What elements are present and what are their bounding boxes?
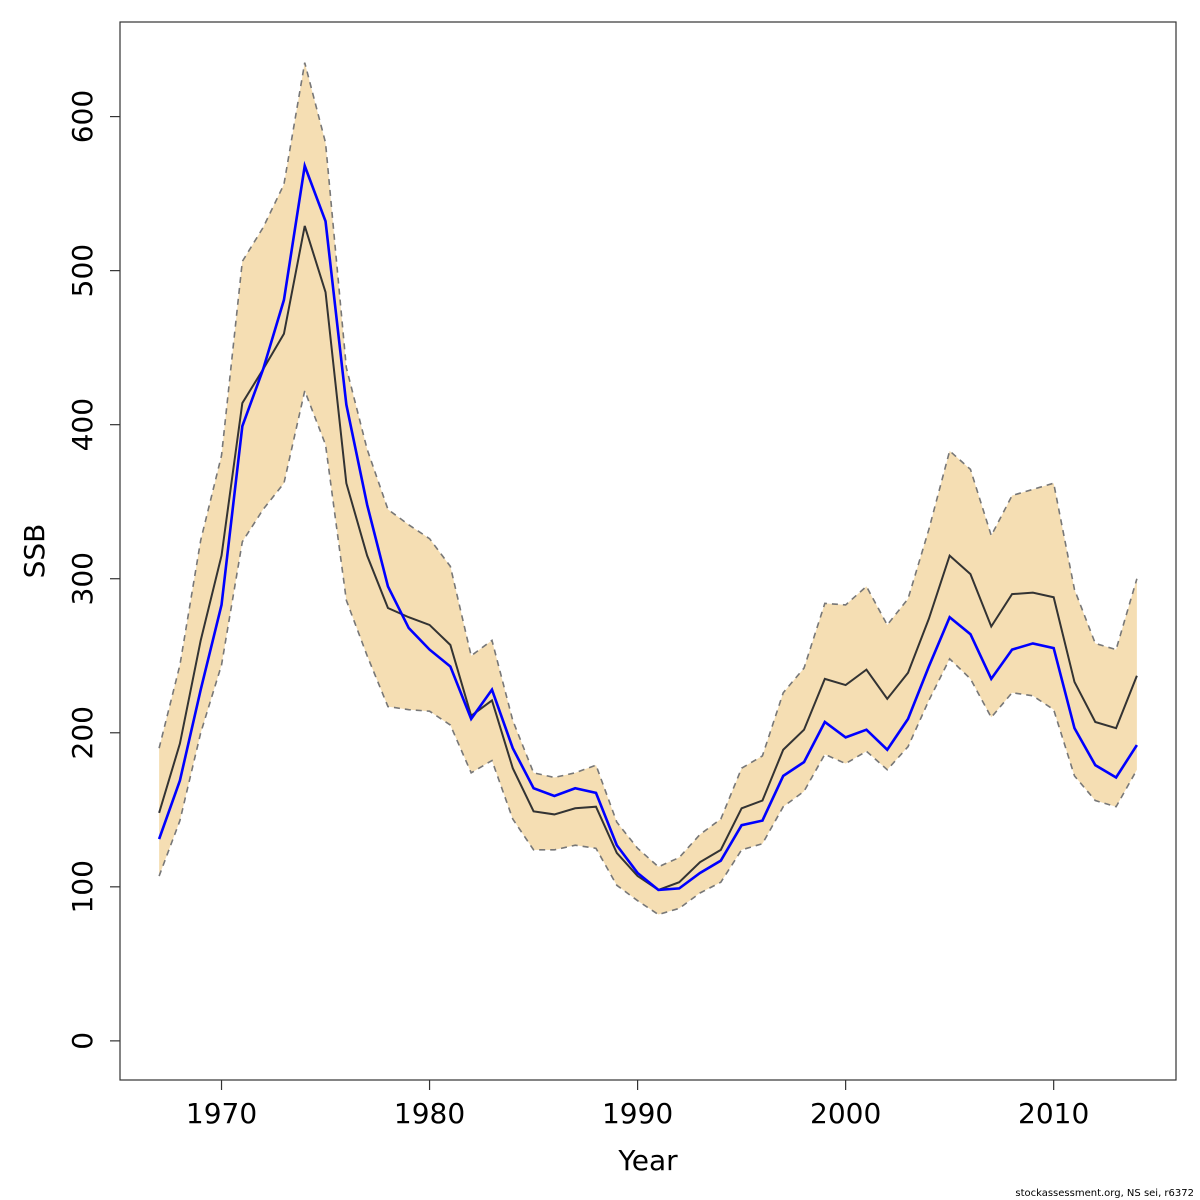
x-axis-label: Year xyxy=(617,1144,678,1177)
ci-upper xyxy=(158,62,1138,868)
series-line xyxy=(157,160,1138,892)
y-tick-label: 500 xyxy=(66,244,99,297)
y-tick-label: 300 xyxy=(66,552,99,605)
y-tick-label: 400 xyxy=(66,398,99,451)
y-axis-label: SSB xyxy=(18,524,51,579)
y-tick-label: 600 xyxy=(66,90,99,143)
x-tick-label: 1970 xyxy=(186,1097,257,1130)
x-tick-label: 2010 xyxy=(1018,1097,1089,1130)
ci-band xyxy=(159,62,1137,915)
y-tick-label: 200 xyxy=(66,706,99,759)
y-tick-label: 0 xyxy=(66,1032,99,1050)
footnote: stockassessment.org, NS sei, r6372 xyxy=(1015,1188,1194,1199)
x-tick-label: 2000 xyxy=(810,1097,881,1130)
x-tick-label: 1980 xyxy=(394,1097,465,1130)
ci-lower xyxy=(158,388,1138,916)
y-tick-label: 100 xyxy=(66,860,99,913)
plot-frame xyxy=(119,21,1177,1081)
x-tick-label: 1990 xyxy=(602,1097,673,1130)
